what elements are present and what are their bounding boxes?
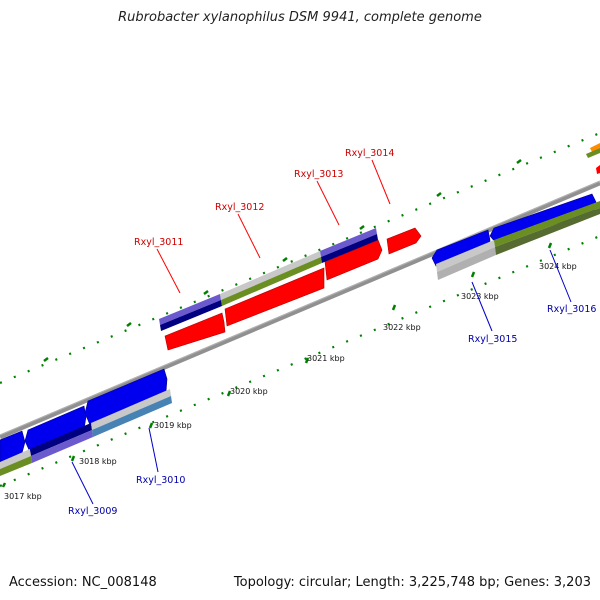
kbp-label: 3017 kbp bbox=[4, 492, 42, 501]
upper-major-tick bbox=[516, 159, 522, 164]
upper-major-tick bbox=[43, 357, 49, 362]
upper-major-tick bbox=[282, 257, 288, 262]
gene-rxyl-3014-cds[interactable] bbox=[386, 227, 422, 255]
lower-major-tick bbox=[470, 271, 476, 278]
gene-label-rxyl-3011[interactable]: Rxyl_3011 bbox=[134, 237, 183, 248]
gene-label-rxyl-3010[interactable]: Rxyl_3010 bbox=[136, 475, 185, 486]
upper-minor-ticks bbox=[0, 131, 600, 385]
genome-stats-text: Topology: circular; Length: 3,225,748 bp… bbox=[233, 575, 591, 590]
upper-major-tick bbox=[126, 322, 132, 327]
backbone-line bbox=[0, 180, 600, 440]
kbp-ruler-labels: 3017 kbp 3018 kbp 3019 kbp 3020 kbp 3021… bbox=[4, 262, 577, 501]
lower-major-tick bbox=[304, 357, 310, 364]
lower-major-tick bbox=[70, 455, 76, 462]
kbp-label: 3020 kbp bbox=[230, 387, 268, 396]
upper-major-tick bbox=[436, 192, 442, 197]
leader-line-rxyl-3010 bbox=[148, 427, 159, 473]
leader-line-rxyl-3016 bbox=[549, 249, 572, 303]
edge-feature-fragments bbox=[586, 143, 600, 174]
leader-line-rxyl-3011 bbox=[156, 248, 181, 294]
gene-label-rxyl-3014[interactable]: Rxyl_3014 bbox=[345, 148, 394, 159]
leader-line-rxyl-3012 bbox=[237, 213, 261, 259]
lower-minor-ticks bbox=[0, 234, 600, 488]
gene-label-rxyl-3009[interactable]: Rxyl_3009 bbox=[68, 506, 117, 517]
lower-major-tick bbox=[148, 422, 154, 429]
gene-label-rxyl-3016[interactable]: Rxyl_3016 bbox=[547, 304, 596, 315]
upper-major-tick bbox=[359, 225, 365, 230]
kbp-label: 3019 kbp bbox=[154, 421, 192, 430]
gene-label-rxyl-3015[interactable]: Rxyl_3015 bbox=[468, 334, 517, 345]
leader-line-rxyl-3009 bbox=[71, 461, 94, 505]
leader-line-rxyl-3013 bbox=[316, 180, 340, 226]
forward-gene-labels[interactable]: Rxyl_3011 Rxyl_3012 Rxyl_3013 Rxyl_3014 bbox=[134, 148, 394, 294]
kbp-label: 3023 kbp bbox=[461, 292, 499, 301]
kbp-label: 3021 kbp bbox=[307, 354, 345, 363]
genome-title: Rubrobacter xylanophilus DSM 9941, compl… bbox=[118, 10, 482, 25]
gene-label-rxyl-3012[interactable]: Rxyl_3012 bbox=[215, 202, 264, 213]
lower-major-tick bbox=[226, 390, 232, 397]
reverse-gene-labels[interactable]: Rxyl_3009 Rxyl_3010 Rxyl_3015 Rxyl_3016 bbox=[68, 249, 596, 517]
genome-backbone bbox=[0, 180, 600, 440]
kbp-label: 3024 kbp bbox=[539, 262, 577, 271]
gene-rxyl-3013-cds[interactable] bbox=[324, 239, 383, 281]
upper-major-tick bbox=[203, 290, 209, 295]
leader-line-rxyl-3015 bbox=[471, 281, 493, 332]
lower-major-tick bbox=[391, 304, 397, 311]
lower-major-tick bbox=[547, 242, 553, 249]
gene-label-rxyl-3013[interactable]: Rxyl_3013 bbox=[294, 169, 343, 180]
kbp-label: 3022 kbp bbox=[383, 323, 421, 332]
lower-major-tick bbox=[1, 482, 7, 488]
kbp-label: 3018 kbp bbox=[79, 457, 117, 466]
forward-cog-track bbox=[159, 228, 378, 331]
reverse-strand-genes[interactable] bbox=[0, 193, 597, 463]
forward-strand-genes[interactable] bbox=[164, 227, 422, 351]
gene-rxyl-3011-cds[interactable] bbox=[164, 312, 226, 351]
gene-rxyl-3012-cds[interactable] bbox=[224, 267, 325, 327]
accession-text: Accession: NC_008148 bbox=[9, 575, 157, 590]
lower-tick-track bbox=[0, 234, 600, 488]
upper-tick-track bbox=[0, 131, 600, 385]
leader-line-rxyl-3014 bbox=[371, 159, 391, 205]
reverse-cog-track bbox=[0, 201, 600, 476]
